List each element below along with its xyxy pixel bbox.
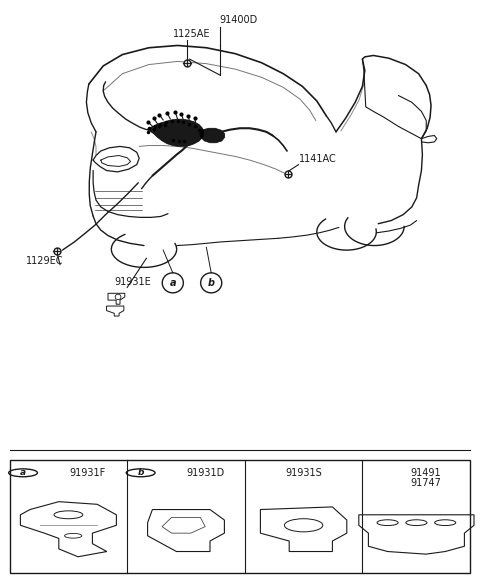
Text: 1125AE: 1125AE — [173, 29, 210, 38]
Text: b: b — [208, 278, 215, 288]
Text: b: b — [137, 468, 144, 477]
Text: 91931E: 91931E — [114, 278, 151, 287]
Text: a: a — [169, 278, 176, 288]
Text: 91491: 91491 — [411, 468, 441, 477]
Text: 1129EC: 1129EC — [26, 255, 64, 266]
Text: 91747: 91747 — [410, 478, 442, 488]
Text: 91931D: 91931D — [186, 468, 224, 477]
Text: 91931F: 91931F — [70, 468, 106, 477]
Polygon shape — [146, 119, 204, 146]
Text: 91931S: 91931S — [285, 468, 322, 477]
Text: 1141AC: 1141AC — [299, 154, 336, 164]
Text: a: a — [20, 468, 26, 477]
Text: 91400D: 91400D — [220, 15, 258, 25]
Polygon shape — [200, 128, 225, 143]
